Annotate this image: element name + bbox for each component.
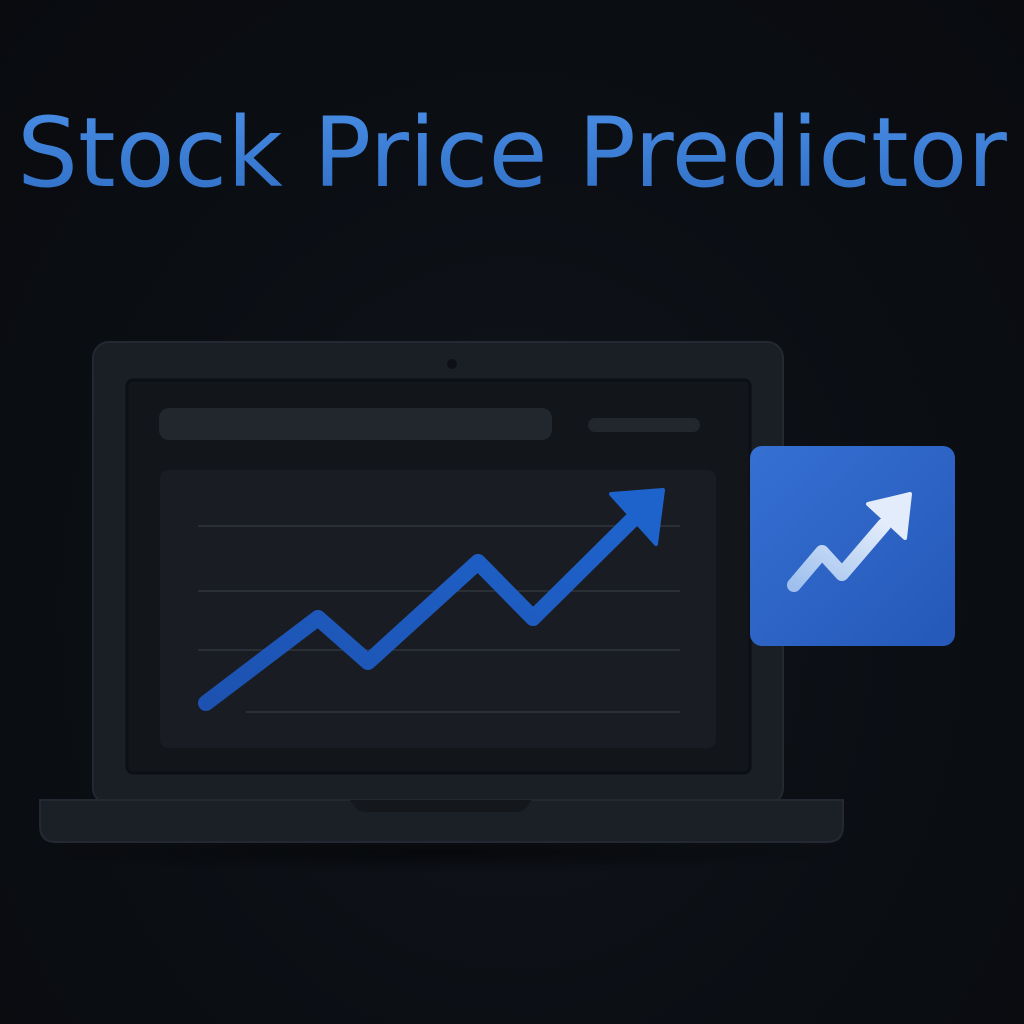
trending-up-icon (750, 446, 955, 646)
laptop-notch (350, 800, 532, 812)
screen-header-pill (588, 418, 700, 432)
trend-badge (750, 446, 955, 646)
badge-arrow-line (787, 518, 891, 592)
page-title: Stock Price Predictor (0, 98, 1024, 208)
trend-arrowhead (609, 488, 665, 546)
laptop-icon (20, 341, 860, 874)
trend-line (198, 508, 644, 711)
badge-arrowhead (866, 492, 912, 540)
camera-dot (447, 359, 457, 369)
screen-header-bar (159, 408, 552, 440)
laptop-base (39, 799, 844, 843)
